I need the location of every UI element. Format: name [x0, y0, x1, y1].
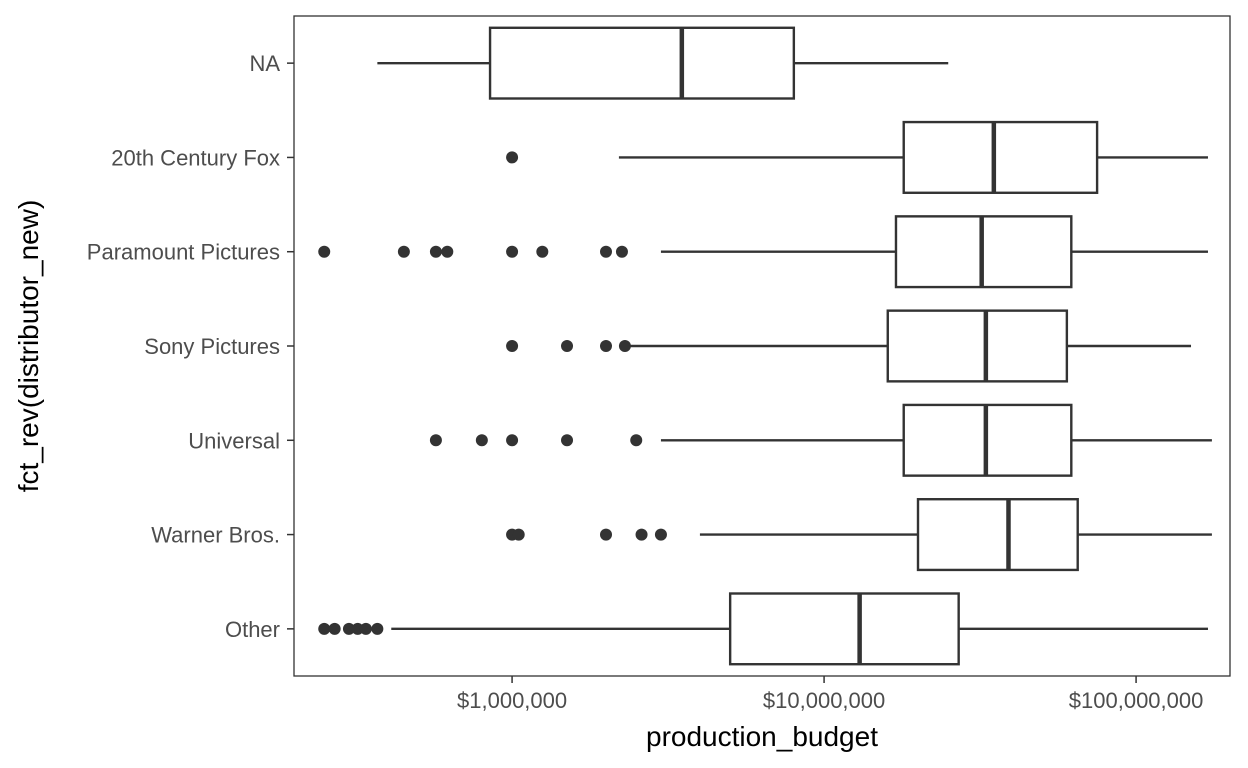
outlier-point: [342, 622, 355, 635]
outlier-point: [328, 622, 341, 635]
y-tick-label: Warner Bros.: [151, 523, 280, 548]
outlier-point: [429, 434, 442, 447]
outlier-point: [506, 245, 519, 258]
outlier-point: [351, 622, 364, 635]
y-tick-label: Paramount Pictures: [87, 240, 280, 265]
outlier-point: [359, 622, 372, 635]
outlier-point: [512, 528, 525, 541]
iqr-box: [728, 592, 960, 666]
outlier-point: [441, 245, 454, 258]
iqr-box: [886, 309, 1069, 383]
y-axis-title: fct_rev(distributor_new): [13, 200, 44, 493]
x-tick-label: $100,000,000: [1069, 688, 1204, 713]
outlier-point: [630, 434, 643, 447]
box-group: [506, 309, 1192, 383]
outlier-point: [654, 528, 667, 541]
outlier-point: [429, 245, 442, 258]
outlier-point: [506, 434, 519, 447]
box-group: [318, 215, 1208, 289]
iqr-box: [916, 498, 1079, 572]
x-tick-label: $10,000,000: [763, 688, 885, 713]
y-axis: NA 20th Century Fox Paramount Pictures Sony…: [87, 51, 294, 642]
box-group: [318, 592, 1208, 666]
outlier-point: [635, 528, 648, 541]
box-group: [506, 120, 1208, 194]
outlier-point: [561, 340, 574, 352]
x-axis: $1,000,000 $10,000,000 $100,000,000: [457, 676, 1203, 713]
iqr-box: [902, 120, 1099, 194]
outlier-point: [475, 434, 488, 447]
y-tick-label: 20th Century Fox: [111, 145, 280, 170]
outlier-point: [615, 245, 628, 258]
iqr-box: [488, 26, 796, 100]
boxes-layer: [318, 26, 1212, 666]
x-tick-label: $1,000,000: [457, 688, 567, 713]
outlier-point: [600, 528, 612, 541]
box-group: [506, 498, 1212, 572]
outlier-point: [318, 245, 331, 258]
outlier-point: [618, 340, 631, 352]
y-tick-label: Other: [225, 617, 280, 642]
outlier-point: [371, 622, 384, 635]
outlier-point: [397, 245, 410, 258]
x-axis-title: production_budget: [646, 721, 878, 752]
outlier-point: [506, 151, 519, 164]
outlier-point: [600, 245, 612, 258]
outlier-point: [600, 340, 612, 352]
y-tick-label: NA: [249, 51, 280, 76]
outlier-point: [536, 245, 549, 258]
y-tick-label: Universal: [188, 428, 280, 453]
outlier-point: [506, 340, 519, 352]
outlier-point: [318, 622, 331, 635]
box-group: [377, 26, 949, 100]
outlier-point: [561, 434, 574, 447]
box-group: [429, 403, 1212, 477]
y-tick-label: Sony Pictures: [144, 334, 280, 359]
